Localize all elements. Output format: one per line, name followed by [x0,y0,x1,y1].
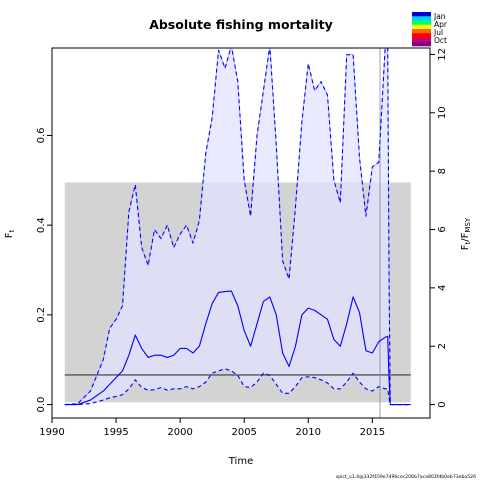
y-tick-label: 0.6 [36,128,47,144]
y-right-label-num-sub: t [464,241,472,244]
x-tick-label: 1995 [103,427,128,438]
legend-color-swatch [412,12,431,17]
x-axis-label: Time [228,456,253,467]
svg-text:Ft: Ft [4,229,16,238]
y-right-label-num: F [460,244,471,250]
legend-color-swatch [412,24,431,30]
legend-label: Jul [433,28,443,37]
y-tick-label: 0.4 [36,217,47,233]
chart-title: Absolute fishing mortality [149,17,333,32]
x-tick-label: 1990 [39,427,64,438]
legend-label: Apr [434,20,448,29]
legend-color-swatch [412,41,431,47]
x-tick-label: 2010 [296,427,321,438]
legend-color-swatch [412,29,431,34]
legend-color-swatch [412,37,431,43]
x-tick-label: 2015 [360,427,385,438]
y-axis-left-label: Ft [4,229,16,238]
legend-label: Jan [433,12,446,21]
y-right-tick-label: 10 [437,106,448,119]
legend-color-swatch [412,20,431,26]
y-right-tick-label: 0 [437,401,448,407]
y-label-subscript: t [8,229,16,232]
legend-color-swatch [412,33,431,38]
footnote: spict_v1.4@332f459e7d96cec206b7aca803fdb… [336,474,476,480]
ci-upper-line [64,48,411,406]
legend-color-swatch [412,16,431,21]
y-tick-label: 0.2 [36,307,47,323]
estimate-line [64,290,411,406]
y-right-tick-label: 4 [437,285,448,291]
ci-band [64,48,411,405]
plot-content [64,48,411,418]
x-tick-label: 2000 [167,427,192,438]
svg-text:Ft/FMSY: Ft/FMSY [460,217,472,250]
y-right-tick-label: 12 [437,48,448,61]
legend-label: Oct [434,36,447,45]
y-right-label-den-sub: MSY [464,217,472,232]
x-tick-label: 2005 [231,427,256,438]
y-right-label-den: F [460,232,471,238]
y-right-label-slash: / [460,238,471,242]
y-label-main: F [4,232,15,238]
plot-area: 1990 1995 2000 2005 2010 2015 0.0 0.2 0.4 0.6 0 2 4 6… [36,47,448,438]
plot-frame [51,47,431,419]
y-tick-label: 0.0 [36,397,47,413]
y-axis-right-label: Ft/FMSY [460,217,472,250]
y-right-tick-label: 8 [437,168,448,174]
y-right-tick-label: 6 [437,226,448,232]
ci-lower-line [64,368,411,406]
y-right-tick-label: 2 [437,343,448,349]
